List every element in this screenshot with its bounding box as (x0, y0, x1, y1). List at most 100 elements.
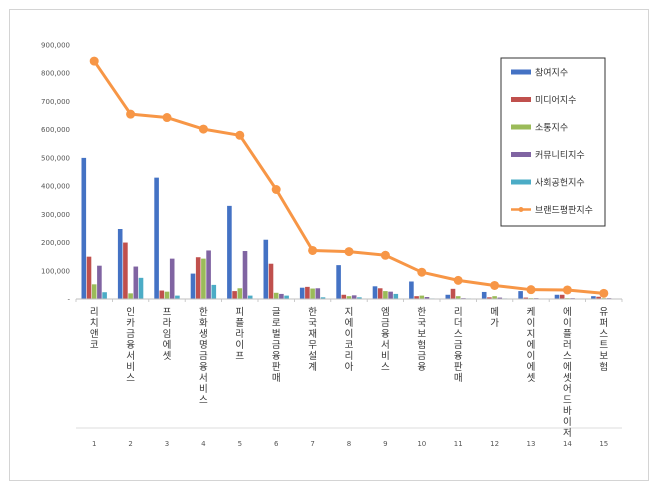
y-tick-label: 300,000 (41, 211, 70, 219)
brand-index-point-4 (198, 124, 208, 134)
brand-index-point-9 (380, 250, 390, 260)
bar-5-9 (393, 293, 399, 299)
rank-label-2: 2 (128, 440, 132, 448)
brand-index-point-5 (235, 130, 245, 140)
bar-4-1 (97, 265, 102, 299)
bar-3-3 (164, 291, 170, 299)
brand-index-point-13 (526, 285, 536, 295)
bar-2-12 (487, 297, 492, 299)
bar-5-2 (138, 277, 144, 299)
bar-3-2 (128, 293, 133, 299)
bar-3-12 (492, 296, 497, 299)
bar-1-10 (409, 281, 414, 299)
bar-1-2 (117, 229, 123, 299)
bar-1-6 (263, 239, 269, 299)
rank-label-11: 11 (454, 440, 463, 448)
bar-1-8 (336, 265, 341, 299)
bar-4-2 (133, 266, 139, 299)
bar-3-5 (237, 288, 243, 299)
bar-4-5 (242, 251, 248, 299)
bar-4-3 (169, 258, 175, 299)
bar-1-5 (227, 205, 232, 299)
bar-3-6 (273, 292, 279, 299)
bar-2-7 (305, 286, 310, 299)
bar-2-2 (123, 242, 128, 299)
rank-label-8: 8 (347, 440, 351, 448)
bar-4-10 (424, 297, 430, 299)
axis-layer: - 100,000 200,000 300,000 400,000 500,000 600,… (41, 42, 623, 448)
y-tick-label: - (67, 296, 70, 304)
bar-2-8 (341, 294, 347, 299)
brand-index-point-12 (490, 280, 500, 290)
rank-label-13: 13 (527, 440, 536, 448)
brand-index-point-2 (126, 109, 136, 119)
bar-3-4 (201, 258, 206, 299)
legend-label-6: 브랜드평판지수 (535, 205, 593, 216)
bar-5-5 (247, 295, 253, 299)
legend-label-3: 소통지수 (535, 123, 568, 134)
bar-4-8 (351, 295, 357, 299)
legend-swatch-4 (511, 152, 531, 157)
bar-2-10 (414, 296, 419, 299)
brand-index-point-1 (89, 56, 99, 66)
brand-reputation-chart: - 100,000 200,000 300,000 400,000 500,000 600,… (41, 42, 623, 448)
y-tick-label: 100,000 (41, 267, 70, 275)
y-tick-label: 800,000 (41, 70, 70, 78)
bar-1-9 (372, 286, 378, 299)
rank-label-12: 12 (490, 440, 499, 448)
y-tick-label: 500,000 (41, 154, 70, 162)
brand-index-point-3 (162, 113, 172, 123)
brand-index-point-10 (417, 267, 427, 277)
brand-index-point-15 (599, 288, 609, 298)
legend-label-1: 참여지수 (535, 67, 568, 79)
rank-label-14: 14 (563, 440, 572, 448)
y-tick-label: 200,000 (41, 239, 70, 247)
bar-2-13 (523, 297, 529, 299)
bar-2-4 (195, 257, 201, 299)
rank-label-15: 15 (599, 440, 608, 448)
rank-label-7: 7 (310, 440, 314, 448)
rank-label-5: 5 (238, 440, 242, 448)
legend-swatch-5 (511, 179, 531, 185)
line-layer (89, 56, 609, 298)
legend-label-5: 사회공헌지수 (535, 178, 585, 189)
bar-1-7 (299, 287, 305, 299)
bar-1-3 (154, 177, 159, 299)
bar-1-13 (518, 291, 523, 299)
y-tick-label: 900,000 (41, 42, 70, 50)
brand-index-point-6 (271, 184, 281, 194)
legend-label-2: 미디어지수 (535, 95, 576, 106)
bar-1-1 (81, 157, 87, 299)
bar-3-11 (455, 296, 461, 299)
bar-4-4 (206, 250, 211, 299)
bar-3-7 (310, 288, 315, 299)
bar-4-7 (315, 288, 321, 299)
legend-label-4: 커뮤니티지수 (535, 150, 585, 161)
bar-4-9 (388, 291, 393, 299)
bar-3-10 (419, 295, 425, 299)
legend-box (500, 57, 606, 227)
bar-1-15 (591, 296, 596, 299)
legend-swatch-1 (511, 69, 531, 75)
bar-5-1 (102, 292, 107, 299)
rank-label-6: 6 (274, 440, 279, 448)
brand-index-point-14 (562, 285, 572, 295)
rank-label-4: 4 (201, 440, 206, 448)
bar-4-6 (279, 293, 284, 299)
bar-2-11 (450, 288, 456, 299)
bar-4-12 (497, 297, 503, 299)
bars-layer (81, 157, 617, 300)
bar-2-9 (377, 288, 383, 299)
rank-label-3: 3 (165, 440, 169, 448)
